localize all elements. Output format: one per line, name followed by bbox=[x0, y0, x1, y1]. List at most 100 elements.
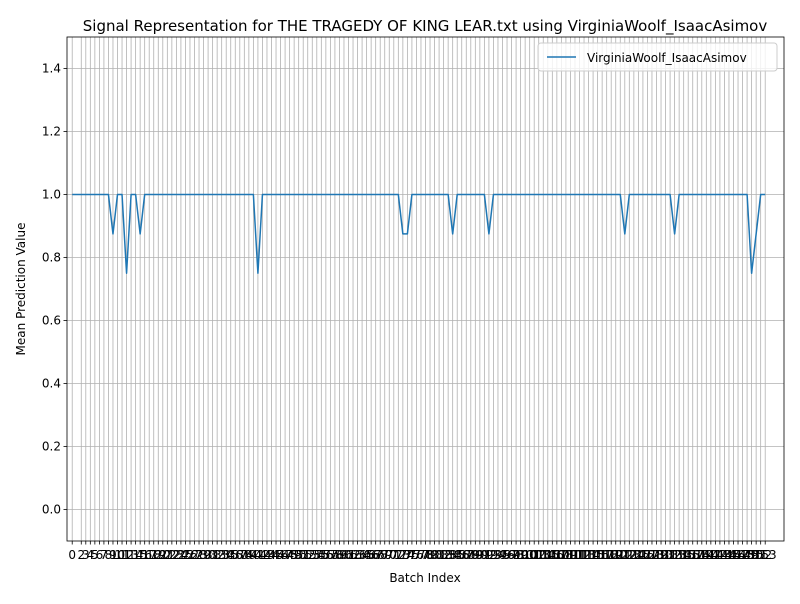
legend: VirginiaWoolf_IsaacAsimov bbox=[537, 42, 778, 72]
x-tick-label: 40 bbox=[246, 548, 261, 562]
x-tick-label: 138 bbox=[686, 548, 709, 562]
x-tick-label: 105 bbox=[536, 548, 559, 562]
x-tick-label: 4 bbox=[87, 548, 95, 562]
x-tick-label: 29 bbox=[196, 548, 211, 562]
x-tick-label: 139 bbox=[690, 548, 713, 562]
x-tick-label: 57 bbox=[323, 548, 338, 562]
x-tick-label: 108 bbox=[550, 548, 573, 562]
x-tick-label: 119 bbox=[600, 548, 623, 562]
x-tick-label: 132 bbox=[659, 548, 682, 562]
x-tick-label: 117 bbox=[591, 548, 614, 562]
x-tick-label: 144 bbox=[713, 548, 736, 562]
x-tick-label: 37 bbox=[232, 548, 247, 562]
x-tick-label: 44 bbox=[264, 548, 279, 562]
x-tick-label: 43 bbox=[259, 548, 274, 562]
y-tick-label: 0.2 bbox=[42, 440, 61, 454]
y-tick-label: 1.2 bbox=[42, 125, 61, 139]
x-tick-label: 15 bbox=[133, 548, 148, 562]
x-tick-label: 145 bbox=[718, 548, 741, 562]
x-tick-label: 101 bbox=[518, 548, 541, 562]
x-tick-label: 20 bbox=[155, 548, 170, 562]
x-tick-label: 52 bbox=[300, 548, 315, 562]
x-tick-label: 24 bbox=[173, 548, 188, 562]
x-tick-label: 73 bbox=[395, 548, 410, 562]
x-tick-label: 7 bbox=[100, 548, 108, 562]
x-tick-label: 47 bbox=[277, 548, 292, 562]
x-tick-label: 118 bbox=[595, 548, 618, 562]
x-tick-label: 49 bbox=[287, 548, 302, 562]
x-tick-label: 93 bbox=[486, 548, 501, 562]
x-tick-label: 66 bbox=[364, 548, 379, 562]
x-tick-label: 21 bbox=[160, 548, 175, 562]
x-tick-label: 10 bbox=[110, 548, 125, 562]
x-tick-label: 5 bbox=[91, 548, 99, 562]
x-tick-label: 8 bbox=[105, 548, 113, 562]
x-tick-label: 60 bbox=[336, 548, 351, 562]
x-tick-label: 6 bbox=[96, 548, 104, 562]
x-tick-label: 51 bbox=[296, 548, 311, 562]
x-tick-label: 67 bbox=[368, 548, 383, 562]
y-tick-label: 0.6 bbox=[42, 314, 61, 328]
x-tick-label: 17 bbox=[142, 548, 157, 562]
x-tick-label: 147 bbox=[727, 548, 750, 562]
x-tick-label: 34 bbox=[219, 548, 234, 562]
x-tick-label: 59 bbox=[332, 548, 347, 562]
x-tick-label: 104 bbox=[532, 548, 555, 562]
x-tick-label: 64 bbox=[354, 548, 369, 562]
x-tick-label: 110 bbox=[559, 548, 582, 562]
x-tick-label: 88 bbox=[463, 548, 478, 562]
x-tick-label: 99 bbox=[513, 548, 528, 562]
x-tick-label: 39 bbox=[241, 548, 256, 562]
x-tick-label: 126 bbox=[631, 548, 654, 562]
series-layer bbox=[72, 193, 766, 274]
x-tick-label: 75 bbox=[404, 548, 419, 562]
x-tick-label: 150 bbox=[740, 548, 763, 562]
x-tick-label: 69 bbox=[377, 548, 392, 562]
x-tick-label: 68 bbox=[373, 548, 388, 562]
chart-title: Signal Representation for THE TRAGEDY OF… bbox=[83, 17, 768, 36]
x-tick-label: 115 bbox=[582, 548, 605, 562]
x-tick-label: 32 bbox=[210, 548, 225, 562]
x-tick-label: 87 bbox=[459, 548, 474, 562]
x-tick-label: 152 bbox=[749, 548, 772, 562]
x-tick-label: 53 bbox=[305, 548, 320, 562]
x-tick-label: 127 bbox=[636, 548, 659, 562]
x-tick-label: 153 bbox=[754, 548, 777, 562]
x-tick-label: 33 bbox=[214, 548, 229, 562]
x-tick-label: 42 bbox=[255, 548, 270, 562]
x-tick-label: 103 bbox=[527, 548, 550, 562]
x-tick-label: 86 bbox=[454, 548, 469, 562]
x-tick-label: 123 bbox=[618, 548, 641, 562]
x-tick-label: 83 bbox=[441, 548, 456, 562]
y-tick-label: 0.8 bbox=[42, 251, 61, 265]
x-tick-label: 50 bbox=[291, 548, 306, 562]
x-tick-label: 100 bbox=[514, 548, 537, 562]
y-axis-label: Mean Prediction Value bbox=[14, 223, 28, 356]
x-tick-label: 81 bbox=[431, 548, 446, 562]
x-tick-label: 26 bbox=[182, 548, 197, 562]
x-tick-label: 46 bbox=[273, 548, 288, 562]
x-tick-label: 96 bbox=[499, 548, 514, 562]
x-tick-label: 135 bbox=[672, 548, 695, 562]
x-tick-label: 149 bbox=[736, 548, 759, 562]
x-tick-label: 25 bbox=[178, 548, 193, 562]
x-tick-label: 45 bbox=[268, 548, 283, 562]
y-tick-label: 1.0 bbox=[42, 188, 61, 202]
x-tick-label: 98 bbox=[508, 548, 523, 562]
x-tick-label: 137 bbox=[681, 548, 704, 562]
x-tick-label: 16 bbox=[137, 548, 152, 562]
x-tick-label: 63 bbox=[350, 548, 365, 562]
x-tick-label: 0 bbox=[68, 548, 76, 562]
x-tick-label: 129 bbox=[645, 548, 668, 562]
grid bbox=[67, 37, 784, 541]
x-tick-label: 148 bbox=[731, 548, 754, 562]
x-tick-label: 30 bbox=[200, 548, 215, 562]
legend-label: VirginiaWoolf_IsaacAsimov bbox=[587, 51, 747, 65]
x-tick-label: 111 bbox=[564, 548, 587, 562]
x-tick-label: 133 bbox=[663, 548, 686, 562]
x-tick-label: 80 bbox=[427, 548, 442, 562]
x-tick-label: 71 bbox=[386, 548, 401, 562]
y-tick-label: 0.4 bbox=[42, 377, 61, 391]
